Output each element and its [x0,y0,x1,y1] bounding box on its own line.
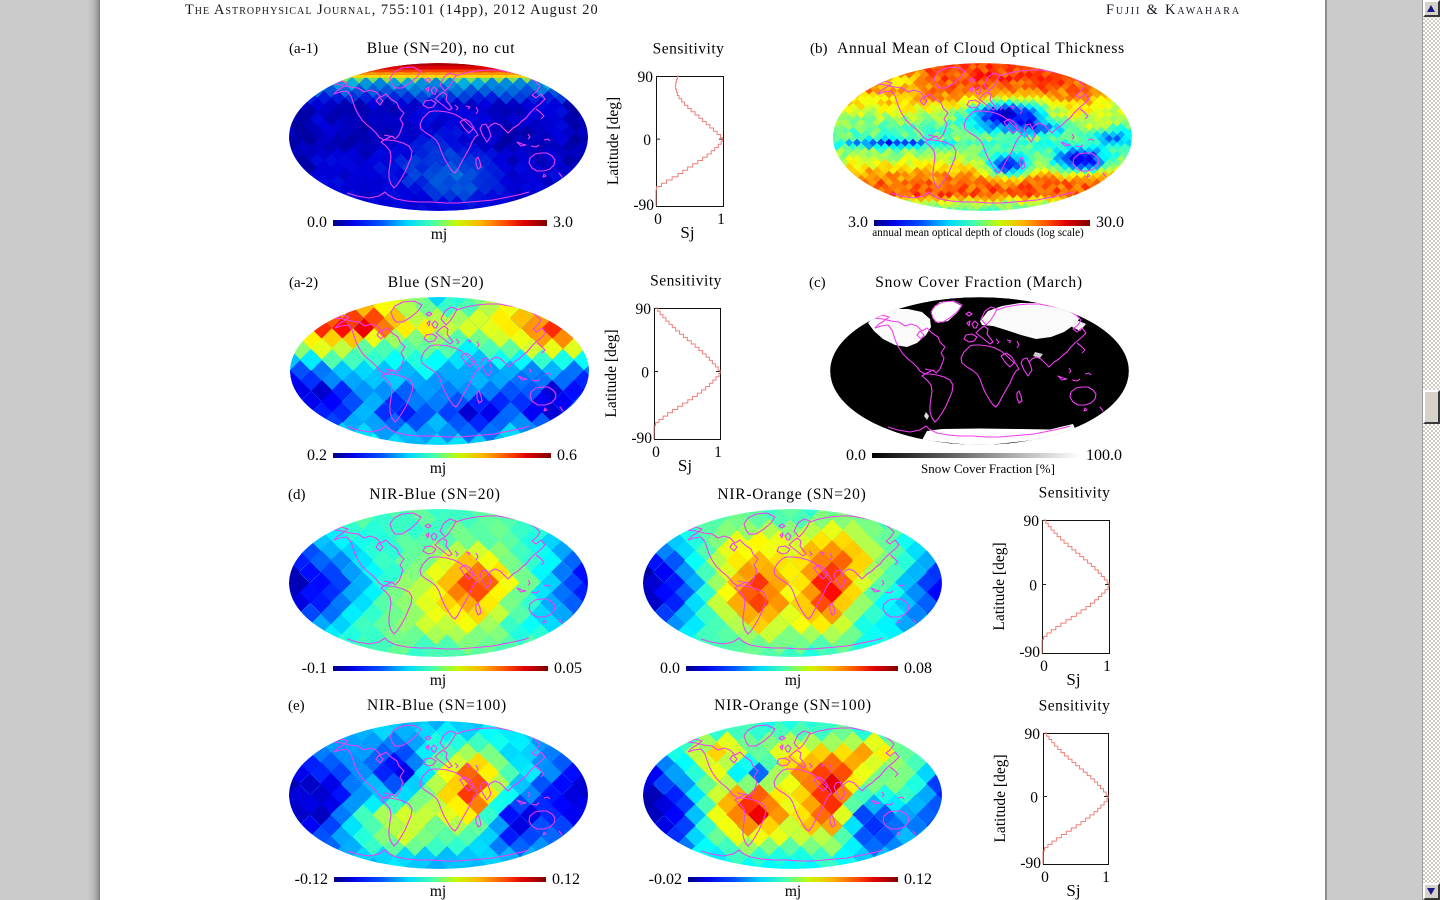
svg-text:Sj: Sj [678,456,692,475]
svg-text:Sensitivity: Sensitivity [650,273,722,290]
svg-text:-90: -90 [631,430,652,447]
svg-text:Latitude [deg]: Latitude [deg] [992,754,1009,842]
svg-text:0: 0 [1029,578,1037,595]
svg-text:0: 0 [654,211,662,228]
svg-text:1: 1 [717,211,725,228]
svg-text:Sj: Sj [1066,881,1080,900]
svg-text:90: 90 [636,301,652,318]
svg-text:-90: -90 [1020,855,1041,872]
svg-text:Latitude [deg]: Latitude [deg] [603,329,620,417]
svg-text:90: 90 [1025,726,1041,743]
svg-text:Sensitivity: Sensitivity [1039,698,1111,715]
svg-text:1: 1 [1103,658,1111,675]
svg-text:-90: -90 [633,197,654,214]
svg-text:0: 0 [1040,658,1048,675]
svg-text:Sensitivity: Sensitivity [653,41,725,58]
svg-text:0: 0 [1030,790,1038,807]
svg-text:1: 1 [1102,869,1110,886]
svg-text:90: 90 [638,69,654,86]
svg-text:90: 90 [1024,513,1040,530]
svg-text:Latitude [deg]: Latitude [deg] [991,542,1008,630]
svg-text:0: 0 [652,444,660,461]
svg-text:0: 0 [643,132,651,149]
svg-text:0: 0 [641,365,649,382]
svg-text:Sj: Sj [1066,670,1080,689]
svg-text:0: 0 [1041,869,1049,886]
svg-text:Sensitivity: Sensitivity [1039,485,1111,502]
svg-text:-90: -90 [1019,644,1040,661]
svg-text:Sj: Sj [680,223,694,242]
svg-text:Latitude [deg]: Latitude [deg] [605,97,622,185]
svg-text:1: 1 [714,444,722,461]
